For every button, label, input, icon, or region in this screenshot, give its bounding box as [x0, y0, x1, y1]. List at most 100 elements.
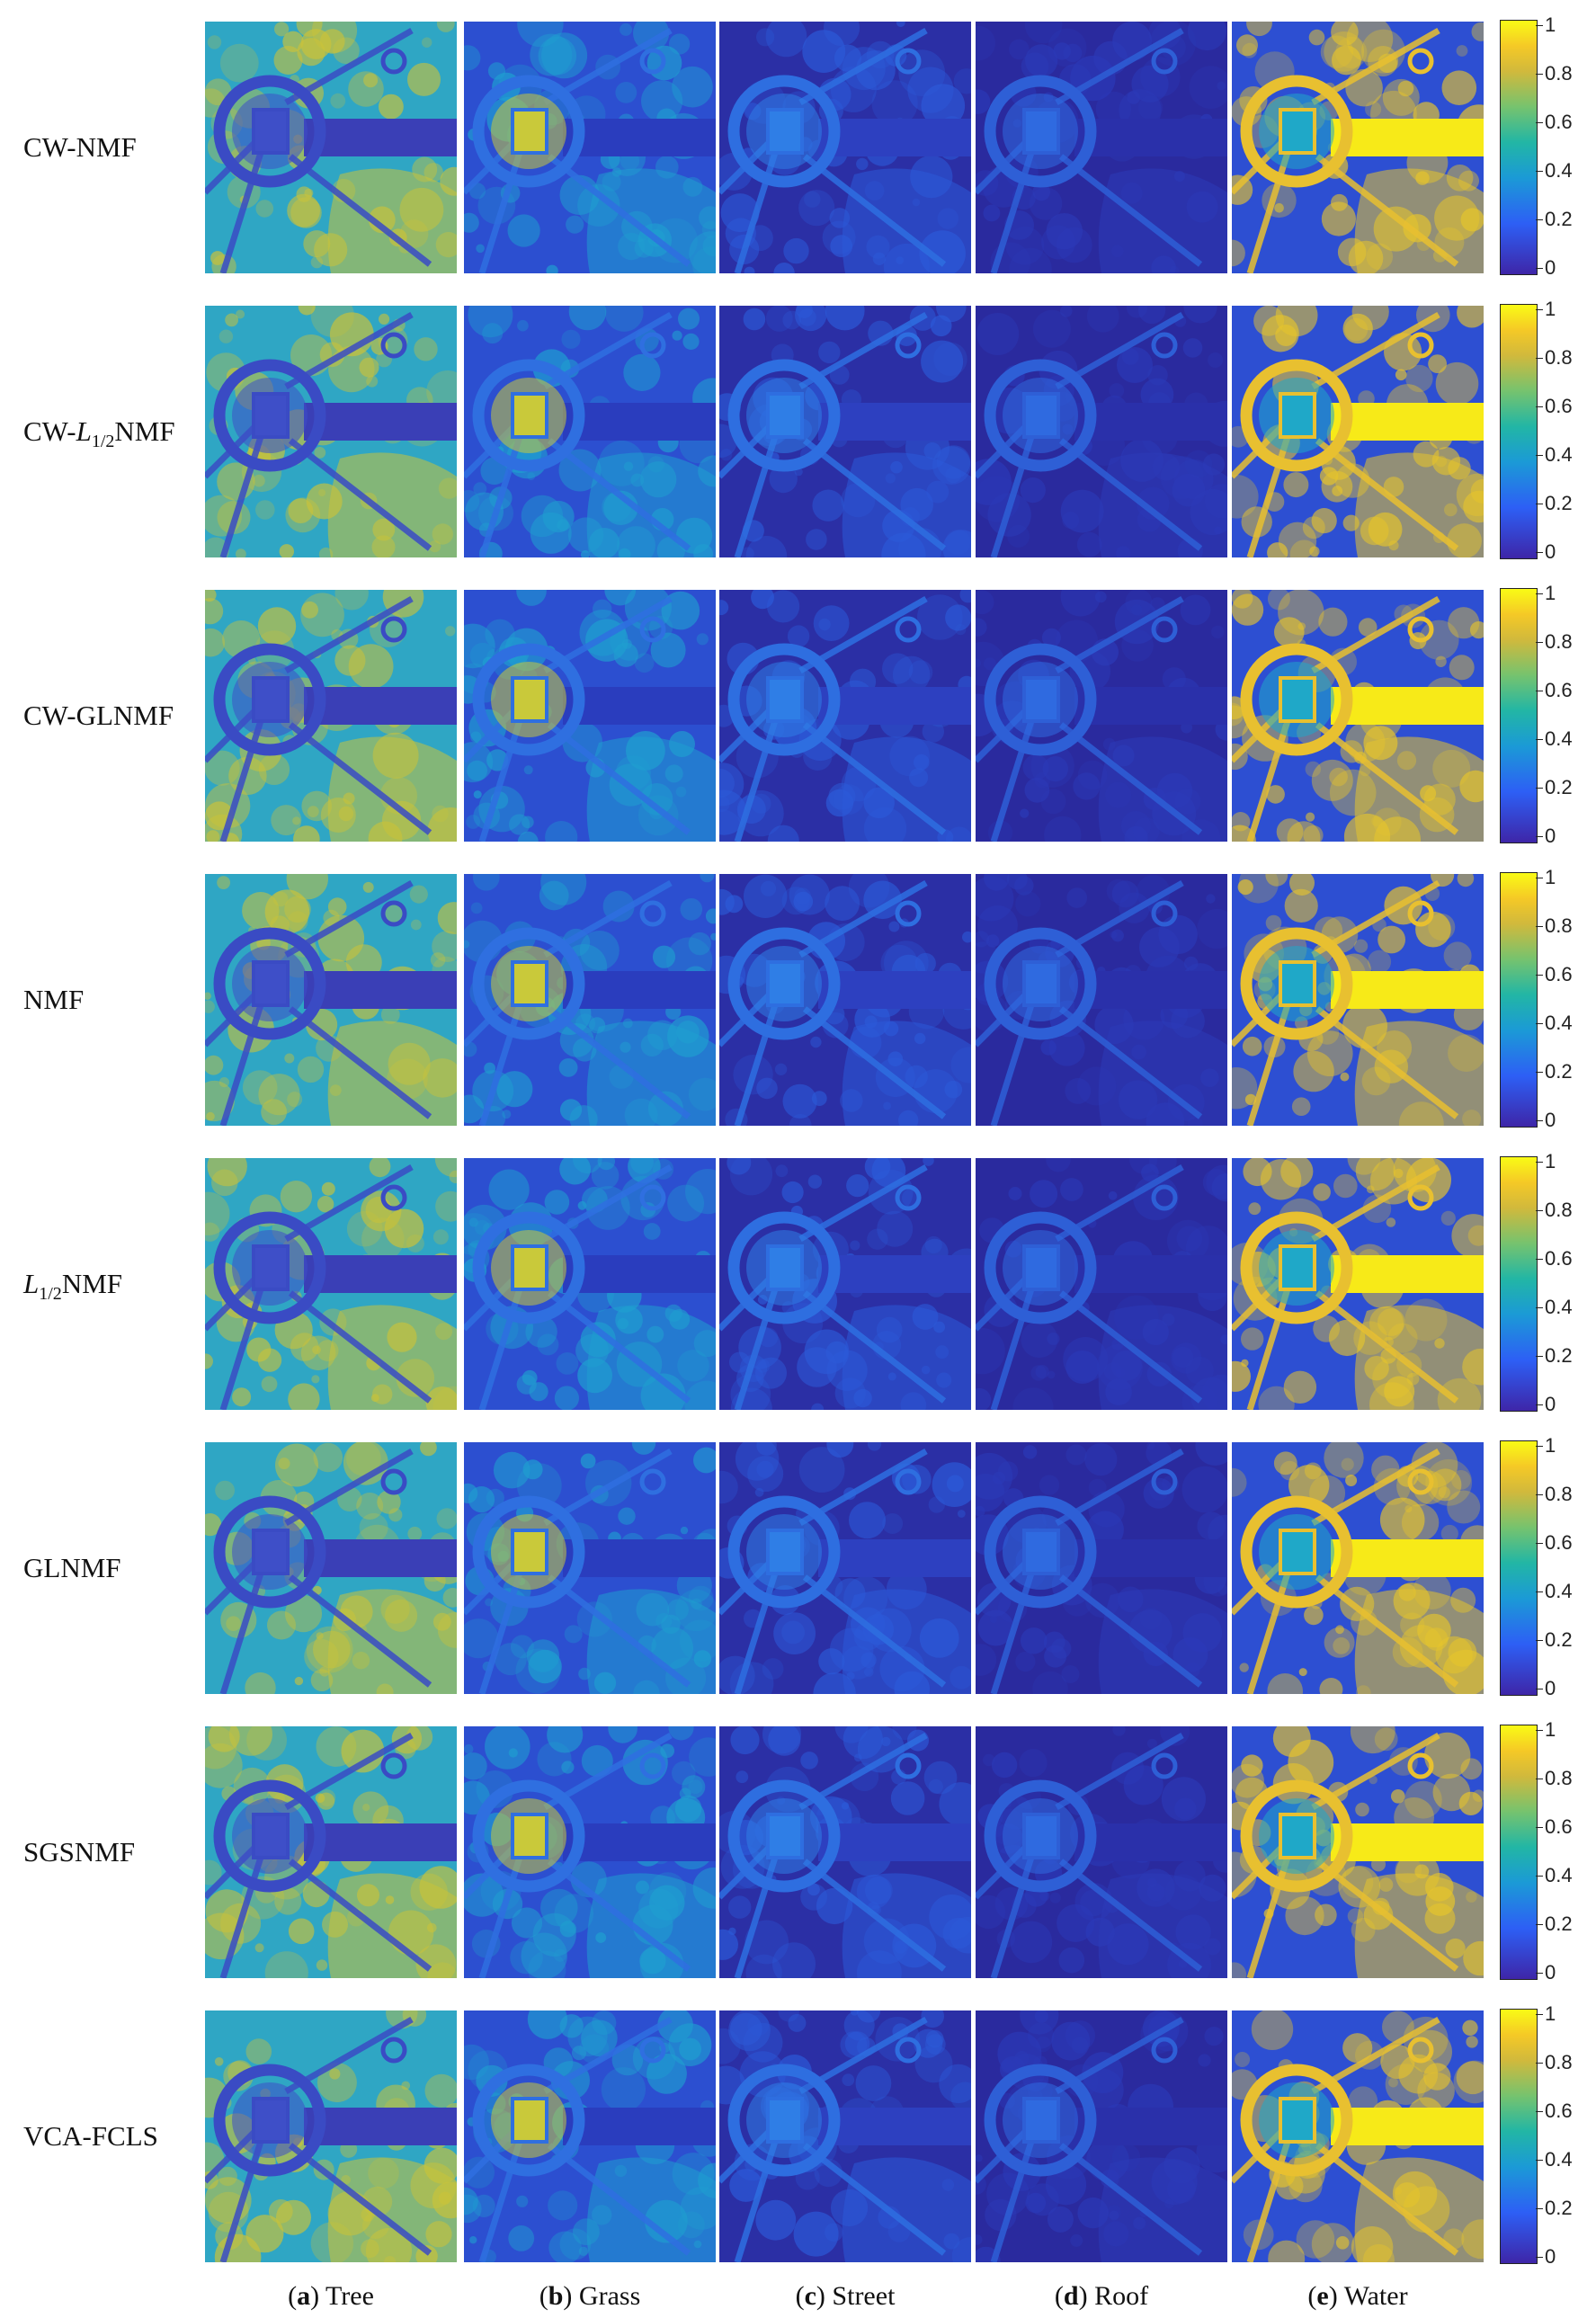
row-label-norm-subscript: 1/2	[39, 1284, 62, 1305]
colorbar-tick-label: 0.8	[1545, 914, 1573, 937]
colorbar-tick-label: 0	[1545, 1677, 1556, 1699]
abundance-map-roof	[976, 590, 1227, 842]
colorbar-tick-label: 0.6	[1545, 1531, 1573, 1554]
colorbar-tick-label: 0.4	[1545, 1296, 1573, 1318]
column-caption: (a) Tree	[288, 2281, 374, 2311]
abundance-map-roof	[976, 306, 1227, 557]
row-label: L1/2NMF	[23, 1266, 203, 1305]
abundance-map-image	[976, 874, 1227, 1126]
colorbar-tick-mark	[1536, 171, 1543, 172]
colorbar-tick-label: 0.2	[1545, 492, 1573, 514]
abundance-map-grass	[464, 1726, 716, 1978]
colorbar-tick-label: 0.8	[1545, 62, 1573, 85]
colorbar-tick-label: 0.8	[1545, 346, 1573, 369]
colorbar-tick-mark	[1536, 2257, 1543, 2258]
colorbar-tick-label: 0.4	[1545, 727, 1573, 750]
colorbar-tick-mark	[1536, 25, 1543, 26]
abundance-map-tree	[205, 874, 457, 1126]
colorbar-tick-label: 0.6	[1545, 963, 1573, 985]
abundance-map-image	[1232, 2010, 1484, 2262]
row-label: CW-NMF	[23, 129, 203, 165]
colorbar-tick-label: 0.4	[1545, 159, 1573, 182]
colorbar-tick-label: 0	[1545, 540, 1556, 563]
colorbar-tick-mark	[1536, 1543, 1543, 1544]
row-label-method: NMF	[76, 131, 137, 163]
abundance-map-water	[1232, 1726, 1484, 1978]
colorbar-tick-label: 1	[1545, 1434, 1556, 1457]
colorbar-tick-label: 1	[1545, 298, 1556, 320]
colorbar-gradient	[1500, 1725, 1538, 1980]
abundance-map-image	[719, 306, 971, 557]
row-label-method: GLNMF	[23, 1552, 121, 1583]
abundance-map-image	[719, 22, 971, 273]
colorbar-tick-mark	[1536, 1210, 1543, 1211]
column-caption-letter: e	[1316, 2281, 1329, 2311]
colorbar-tick-label: 0.8	[1545, 1767, 1573, 1789]
colorbar-tick-mark	[1536, 2063, 1543, 2064]
colorbar-tick-label: 0.2	[1545, 1060, 1573, 1083]
abundance-map-image	[719, 2010, 971, 2262]
abundance-map-image	[976, 1726, 1227, 1978]
abundance-map-grass	[464, 590, 716, 842]
colorbar-tick-mark	[1536, 219, 1543, 220]
row-label-prefix: CW-	[23, 415, 76, 447]
row-label: CW-GLNMF	[23, 698, 203, 734]
colorbar-tick-label: 1	[1545, 1718, 1556, 1741]
abundance-map-image	[976, 306, 1227, 557]
colorbar-tick-label: 0.4	[1545, 1580, 1573, 1602]
abundance-map-image	[719, 874, 971, 1126]
abundance-map-roof	[976, 1442, 1227, 1694]
abundance-map-image	[205, 306, 457, 557]
abundance-map-image	[1232, 306, 1484, 557]
abundance-map-grass	[464, 306, 716, 557]
colorbar-tick-label: 0.8	[1545, 630, 1573, 653]
colorbar-tick-label: 0.4	[1545, 1012, 1573, 1034]
colorbar-gradient	[1500, 872, 1538, 1128]
colorbar-tick-label: 0.2	[1545, 1344, 1573, 1367]
abundance-map-grass	[464, 1158, 716, 1410]
column-caption-name: Grass	[578, 2281, 641, 2311]
abundance-map-street	[719, 1442, 971, 1694]
colorbar-tick-mark	[1536, 1307, 1543, 1308]
colorbar-tick-label: 0.4	[1545, 1864, 1573, 1886]
colorbar-gradient	[1500, 2009, 1538, 2264]
colorbar-gradient	[1500, 1440, 1538, 1696]
colorbar-gradient	[1500, 304, 1538, 559]
abundance-map-image	[464, 22, 716, 273]
colorbar-tick-label: 0.8	[1545, 1483, 1573, 1505]
abundance-map-image	[205, 22, 457, 273]
abundance-map-image	[464, 1726, 716, 1978]
colorbar-tick-mark	[1536, 2111, 1543, 2112]
row-label-prefix: CW-	[23, 700, 76, 731]
colorbar-tick-mark	[1536, 1162, 1543, 1163]
colorbar-tick-label: 0	[1545, 1961, 1556, 1984]
colorbar-tick-label: 1	[1545, 582, 1556, 604]
colorbar-tick-mark	[1536, 593, 1543, 594]
colorbar-tick-label: 0.6	[1545, 111, 1573, 133]
row-label: VCA-FCLS	[23, 2118, 203, 2154]
abundance-map-roof	[976, 1158, 1227, 1410]
colorbar-tick-label: 0.6	[1545, 1815, 1573, 1838]
row-label: SGSNMF	[23, 1834, 203, 1870]
column-caption-letter: d	[1063, 2281, 1079, 2311]
abundance-map-grass	[464, 22, 716, 273]
column-caption: (e) Water	[1307, 2281, 1408, 2311]
abundance-map-water	[1232, 306, 1484, 557]
abundance-map-roof	[976, 1726, 1227, 1978]
abundance-map-image	[719, 1726, 971, 1978]
abundance-map-image	[464, 2010, 716, 2262]
abundance-map-image	[719, 590, 971, 842]
colorbar-tick-mark	[1536, 2160, 1543, 2161]
colorbar-tick-mark	[1536, 836, 1543, 837]
colorbar-tick-mark	[1536, 1446, 1543, 1447]
abundance-map-image	[464, 1158, 716, 1410]
abundance-map-street	[719, 22, 971, 273]
colorbar-tick-label: 0.2	[1545, 1628, 1573, 1651]
colorbar-tick-label: 0.2	[1545, 1912, 1573, 1935]
row-label-norm-subscript: 1/2	[91, 432, 115, 452]
colorbar-tick-mark	[1536, 268, 1543, 269]
column-caption-name: Roof	[1094, 2281, 1149, 2311]
abundance-map-grass	[464, 874, 716, 1126]
abundance-map-water	[1232, 22, 1484, 273]
abundance-map-image	[719, 1442, 971, 1694]
